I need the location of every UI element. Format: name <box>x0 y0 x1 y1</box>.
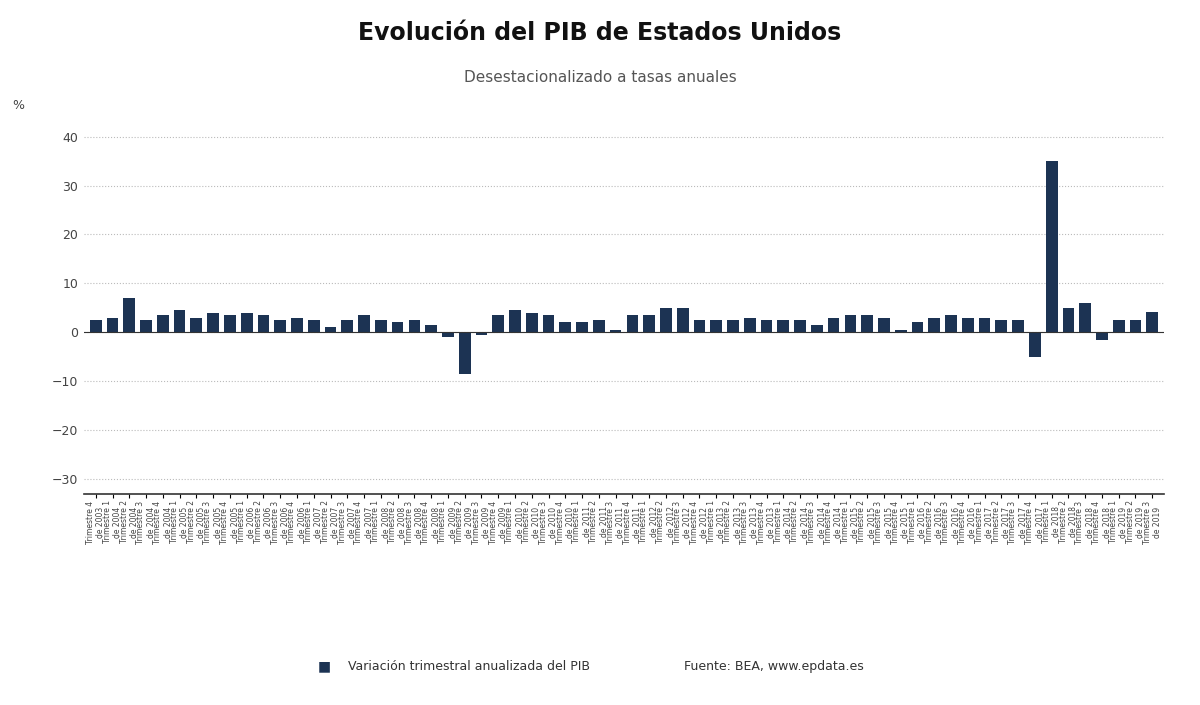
Bar <box>342 320 353 332</box>
Bar <box>509 310 521 332</box>
Bar <box>526 312 538 332</box>
Bar <box>308 320 319 332</box>
Bar <box>610 330 622 332</box>
Bar <box>275 320 286 332</box>
Bar <box>845 315 857 332</box>
Bar <box>492 315 504 332</box>
Bar <box>1096 332 1108 340</box>
Text: Variación trimestral anualizada del PIB: Variación trimestral anualizada del PIB <box>348 660 590 673</box>
Bar <box>1045 161 1057 332</box>
Bar <box>140 320 152 332</box>
Text: ■: ■ <box>318 659 330 673</box>
Bar <box>458 332 470 374</box>
Bar <box>979 317 990 332</box>
Bar <box>727 320 739 332</box>
Bar <box>241 312 252 332</box>
Bar <box>794 320 806 332</box>
Bar <box>542 315 554 332</box>
Bar <box>576 322 588 332</box>
Bar <box>1146 312 1158 332</box>
Bar <box>191 317 203 332</box>
Bar <box>828 317 840 332</box>
Bar <box>442 332 454 337</box>
Bar <box>946 315 956 332</box>
Bar <box>694 320 706 332</box>
Text: Evolución del PIB de Estados Unidos: Evolución del PIB de Estados Unidos <box>359 21 841 45</box>
Bar <box>895 330 906 332</box>
Bar <box>1030 332 1040 357</box>
Bar <box>962 317 973 332</box>
Bar <box>374 320 386 332</box>
Bar <box>325 327 336 332</box>
Bar <box>677 308 689 332</box>
Bar <box>1112 320 1124 332</box>
Bar <box>996 320 1007 332</box>
Bar <box>1062 308 1074 332</box>
Bar <box>391 322 403 332</box>
Bar <box>710 320 722 332</box>
Bar <box>593 320 605 332</box>
Bar <box>878 317 890 332</box>
Text: %: % <box>13 99 25 112</box>
Bar <box>660 308 672 332</box>
Bar <box>626 315 638 332</box>
Text: Desestacionalizado a tasas anuales: Desestacionalizado a tasas anuales <box>463 70 737 85</box>
Bar <box>124 298 136 332</box>
Bar <box>107 317 119 332</box>
Bar <box>744 317 756 332</box>
Bar <box>643 315 655 332</box>
Bar <box>761 320 773 332</box>
Bar <box>208 312 220 332</box>
Bar <box>475 332 487 335</box>
Bar <box>778 320 790 332</box>
Bar <box>157 315 169 332</box>
Bar <box>358 315 370 332</box>
Bar <box>224 315 235 332</box>
Bar <box>408 320 420 332</box>
Bar <box>559 322 571 332</box>
Bar <box>862 315 874 332</box>
Bar <box>258 315 269 332</box>
Bar <box>1079 303 1091 332</box>
Bar <box>929 317 940 332</box>
Text: Fuente: BEA, www.epdata.es: Fuente: BEA, www.epdata.es <box>684 660 864 673</box>
Bar <box>811 325 823 332</box>
Bar <box>912 322 923 332</box>
Bar <box>174 310 186 332</box>
Bar <box>1013 320 1024 332</box>
Bar <box>1129 320 1141 332</box>
Bar <box>425 325 437 332</box>
Bar <box>90 320 102 332</box>
Bar <box>292 317 302 332</box>
